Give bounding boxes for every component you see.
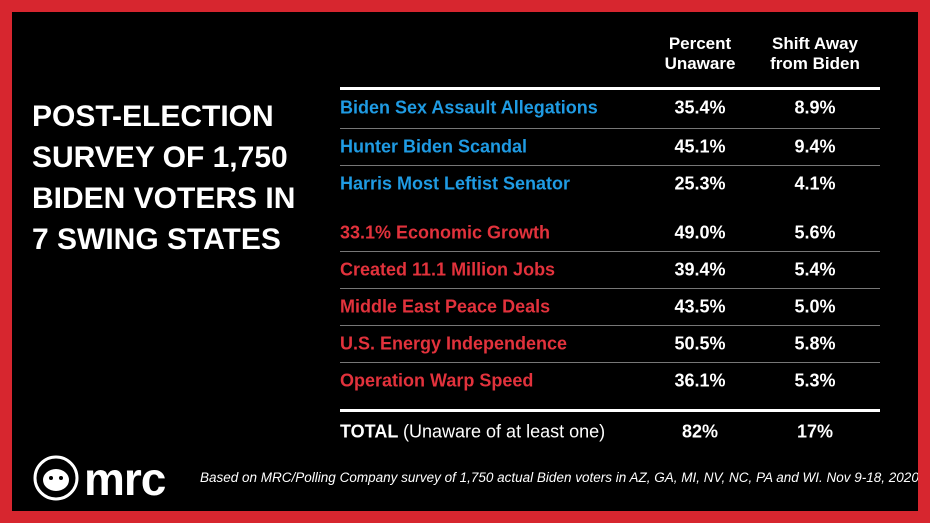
percent-unaware: 43.5% bbox=[674, 296, 726, 317]
percent-unaware: 35.4% bbox=[674, 97, 726, 118]
shift-away: 5.6% bbox=[794, 222, 836, 243]
column-header: Percent Unaware bbox=[664, 34, 736, 73]
total-text: (Unaware of at least one) bbox=[403, 421, 606, 442]
row-separator bbox=[340, 325, 880, 326]
row-separator bbox=[340, 288, 880, 289]
row-label: Harris Most Leftist Senator bbox=[340, 173, 571, 194]
row-label: 33.1% Economic Growth bbox=[340, 222, 551, 243]
percent-unaware: 39.4% bbox=[674, 259, 726, 280]
total-label: TOTAL (Unaware of at least one) bbox=[340, 422, 605, 443]
row-label: Biden Sex Assault Allegations bbox=[340, 97, 598, 118]
row-label: Hunter Biden Scandal bbox=[340, 136, 528, 157]
shift-away: 5.8% bbox=[794, 333, 836, 354]
row-label: Middle East Peace Deals bbox=[340, 296, 551, 317]
footnote: Based on MRC/Polling Company survey of 1… bbox=[200, 470, 919, 485]
percent-unaware: 36.1% bbox=[674, 370, 726, 391]
row-label: Operation Warp Speed bbox=[340, 370, 534, 391]
shift-away: 5.3% bbox=[794, 370, 836, 391]
row-label: U.S. Energy Independence bbox=[340, 333, 568, 354]
logo: mrc bbox=[84, 453, 166, 505]
row-separator bbox=[340, 251, 880, 252]
header-rule bbox=[340, 87, 880, 90]
shift-away: 4.1% bbox=[794, 173, 836, 194]
row-label: Created 11.1 Million Jobs bbox=[340, 259, 556, 280]
percent-unaware: 49.0% bbox=[674, 222, 726, 243]
column-header: Shift Away from Biden bbox=[770, 34, 860, 73]
shift-away: 5.0% bbox=[794, 296, 836, 317]
total-bold: TOTAL bbox=[340, 421, 398, 442]
total-percent: 82% bbox=[681, 421, 719, 442]
shift-away: 8.9% bbox=[794, 97, 836, 118]
row-separator bbox=[340, 165, 880, 166]
total-rule bbox=[340, 409, 880, 412]
shift-away: 9.4% bbox=[794, 136, 836, 157]
total-shift: 17% bbox=[796, 421, 834, 442]
percent-unaware: 25.3% bbox=[674, 173, 726, 194]
row-separator bbox=[340, 128, 880, 129]
percent-unaware: 45.1% bbox=[674, 136, 726, 157]
shift-away: 5.4% bbox=[794, 259, 836, 280]
logo-icon bbox=[33, 455, 79, 501]
percent-unaware: 50.5% bbox=[674, 333, 726, 354]
row-separator bbox=[340, 362, 880, 363]
title: POST-ELECTION SURVEY OF 1,750 BIDEN VOTE… bbox=[32, 100, 296, 256]
